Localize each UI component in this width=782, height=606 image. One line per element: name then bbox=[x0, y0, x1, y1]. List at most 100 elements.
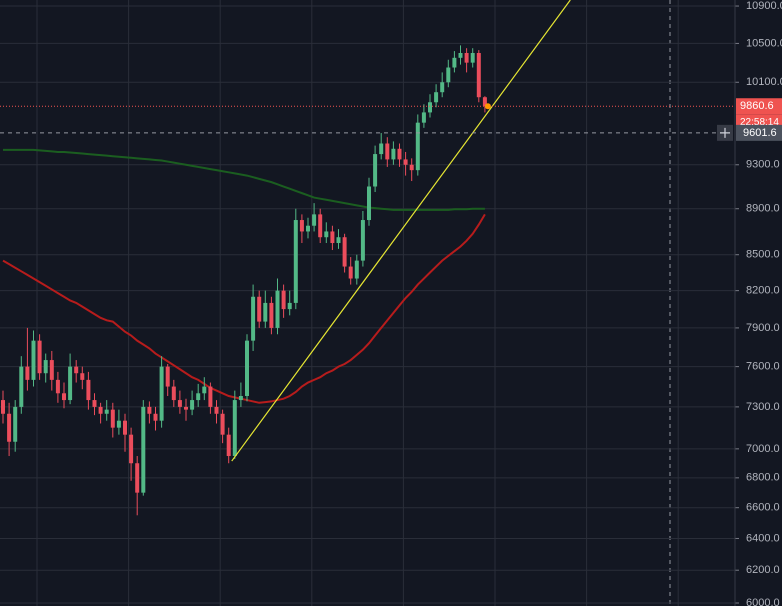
candle-body bbox=[348, 266, 353, 279]
candle-body bbox=[214, 406, 219, 414]
candle-body bbox=[281, 290, 286, 310]
candle-body bbox=[141, 406, 146, 493]
candle-body bbox=[446, 67, 451, 83]
candle-body bbox=[238, 395, 243, 401]
candle-body bbox=[55, 379, 60, 394]
candle-body bbox=[458, 52, 463, 58]
candle-body bbox=[391, 148, 396, 160]
candle-body bbox=[275, 290, 280, 328]
y-tick-label: 8200.0 bbox=[746, 285, 780, 297]
candle-body bbox=[263, 302, 268, 322]
candle-body bbox=[440, 82, 445, 93]
y-tick-label: 6600.0 bbox=[746, 502, 780, 514]
y-tick-label: 7300.0 bbox=[746, 401, 780, 413]
candle-body bbox=[428, 102, 432, 113]
last-price-dot bbox=[484, 103, 491, 110]
candle-body bbox=[318, 214, 323, 238]
candle-body bbox=[257, 296, 262, 322]
y-tick-label: 8500.0 bbox=[746, 249, 780, 261]
candle-body bbox=[367, 186, 371, 221]
candle-body bbox=[135, 463, 140, 493]
candle-body bbox=[226, 434, 231, 457]
y-tick-label: 6400.0 bbox=[746, 532, 780, 544]
y-tick-label: 7000.0 bbox=[746, 443, 780, 455]
crosshair-price-label: 9601.6 bbox=[743, 127, 777, 139]
trendline bbox=[231, 0, 571, 462]
candle-body bbox=[184, 406, 188, 410]
candle-body bbox=[116, 420, 121, 428]
y-tick-label: 6200.0 bbox=[746, 564, 780, 576]
candle-body bbox=[415, 122, 420, 171]
candle-body bbox=[476, 52, 481, 98]
candle-body bbox=[19, 366, 24, 407]
candle-body bbox=[37, 340, 42, 374]
candle-body bbox=[232, 400, 237, 457]
candle-body bbox=[470, 52, 475, 63]
candle-body bbox=[299, 220, 304, 232]
candle-body bbox=[452, 57, 457, 68]
y-tick-label: 7900.0 bbox=[746, 322, 780, 334]
candle-body bbox=[330, 231, 335, 244]
candle-body bbox=[397, 148, 402, 160]
y-tick-label: 6800.0 bbox=[746, 472, 780, 484]
last-price-label: 9860.6 bbox=[740, 100, 774, 112]
candle-body bbox=[1, 400, 5, 414]
add-icon bbox=[720, 127, 730, 138]
candle-body bbox=[159, 366, 164, 421]
candle-body bbox=[251, 296, 256, 341]
candle-body bbox=[190, 400, 195, 410]
crosshair-price-badge bbox=[736, 124, 782, 141]
candle-body bbox=[379, 143, 384, 155]
candle-body bbox=[25, 366, 30, 380]
candle-body bbox=[165, 366, 170, 387]
candle-body bbox=[74, 366, 79, 374]
countdown-label: 22:58:14 bbox=[740, 117, 779, 128]
y-tick-label: 10500.0 bbox=[746, 37, 782, 49]
candle-body bbox=[385, 143, 390, 160]
candle-body bbox=[403, 159, 408, 165]
candle-body bbox=[245, 340, 249, 396]
y-tick-label: 8900.0 bbox=[746, 203, 780, 215]
candle-body bbox=[336, 237, 341, 244]
candle-body bbox=[324, 231, 329, 238]
time-grid bbox=[36, 0, 679, 606]
candle-body bbox=[287, 302, 292, 310]
candle-body bbox=[342, 237, 347, 267]
y-tick-label: 9300.0 bbox=[746, 159, 780, 171]
y-tick-label: 10100.0 bbox=[746, 76, 782, 88]
candle-body bbox=[7, 413, 12, 442]
candle-body bbox=[13, 406, 18, 442]
candle-body bbox=[360, 220, 365, 261]
y-tick-label: 10900.0 bbox=[746, 0, 782, 12]
candle-body bbox=[153, 413, 158, 421]
candle-body bbox=[171, 386, 176, 401]
candle-body bbox=[98, 406, 103, 414]
moving-average bbox=[2, 213, 486, 404]
candle-body bbox=[104, 409, 109, 414]
candle-body bbox=[196, 393, 201, 401]
candle-body bbox=[354, 260, 359, 279]
moving-average bbox=[3, 148, 485, 211]
candle-body bbox=[208, 386, 213, 407]
y-tick-label: 6000.0 bbox=[746, 597, 780, 606]
candle-body bbox=[373, 154, 378, 187]
countdown-badge bbox=[736, 114, 782, 129]
candle-body bbox=[220, 413, 225, 435]
candle-body bbox=[80, 373, 85, 380]
candle-body bbox=[43, 360, 48, 374]
candle-body bbox=[409, 164, 414, 171]
candle-body bbox=[62, 393, 66, 401]
candle-body bbox=[68, 366, 73, 401]
candle-body bbox=[202, 386, 207, 394]
candle-body bbox=[123, 420, 127, 435]
candle-body bbox=[269, 302, 274, 328]
candle-body bbox=[482, 97, 487, 107]
candle-body bbox=[177, 400, 182, 407]
candle-body bbox=[464, 52, 469, 63]
candle-body bbox=[293, 220, 298, 303]
last-price-badge bbox=[736, 98, 782, 115]
candle-body bbox=[92, 400, 97, 407]
